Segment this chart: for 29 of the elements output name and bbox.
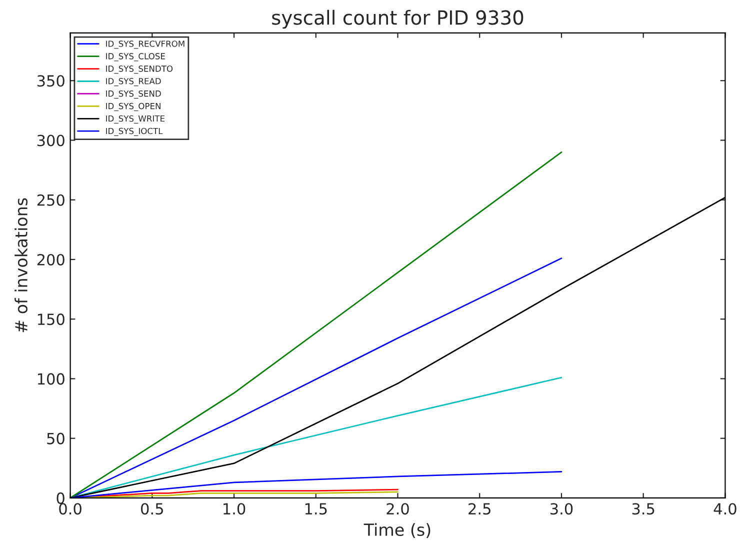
x-tick-label: 2.0 bbox=[386, 503, 409, 515]
x-tick-label: 3.5 bbox=[632, 503, 654, 515]
legend-label: ID_SYS_RECVFROM bbox=[106, 40, 184, 49]
y-tick-label: 300 bbox=[37, 134, 64, 146]
chart-title: syscall count for PID 9330 bbox=[272, 10, 524, 29]
legend-label: ID_SYS_OPEN bbox=[106, 102, 160, 112]
legend-label: ID_SYS_SEND bbox=[106, 90, 161, 99]
x-tick-label: 0.5 bbox=[141, 503, 163, 515]
x-tick-label: 4.0 bbox=[714, 503, 736, 515]
y-tick-label: 50 bbox=[47, 432, 64, 444]
x-tick-label: 3.0 bbox=[550, 503, 573, 515]
x-tick-label: 0.0 bbox=[59, 503, 82, 515]
x-tick-label: 1.5 bbox=[305, 503, 327, 515]
legend-label: ID_SYS_CLOSE bbox=[106, 53, 165, 62]
y-tick-label: 0 bbox=[56, 492, 64, 504]
line-series bbox=[70, 151, 562, 498]
y-tick-label: 150 bbox=[38, 314, 64, 326]
x-axis-title: Time (s) bbox=[364, 523, 430, 538]
y-tick-label: 250 bbox=[37, 194, 64, 206]
y-tick-label: 350 bbox=[37, 75, 64, 87]
x-tick-label: 2.5 bbox=[468, 503, 490, 515]
x-tick-label: 1.0 bbox=[224, 503, 246, 515]
legend-label: ID_SYS_READ bbox=[106, 78, 161, 86]
legend-label: ID_SYS_IOCTL bbox=[106, 128, 163, 136]
y-tick-label: 200 bbox=[37, 254, 64, 266]
legend-label: ID_SYS_WRITE bbox=[106, 115, 164, 124]
y-tick-label: 100 bbox=[38, 373, 64, 385]
y-axis-title: # of invokations bbox=[14, 198, 28, 332]
legend-label: ID_SYS_SENDTO bbox=[106, 66, 173, 74]
